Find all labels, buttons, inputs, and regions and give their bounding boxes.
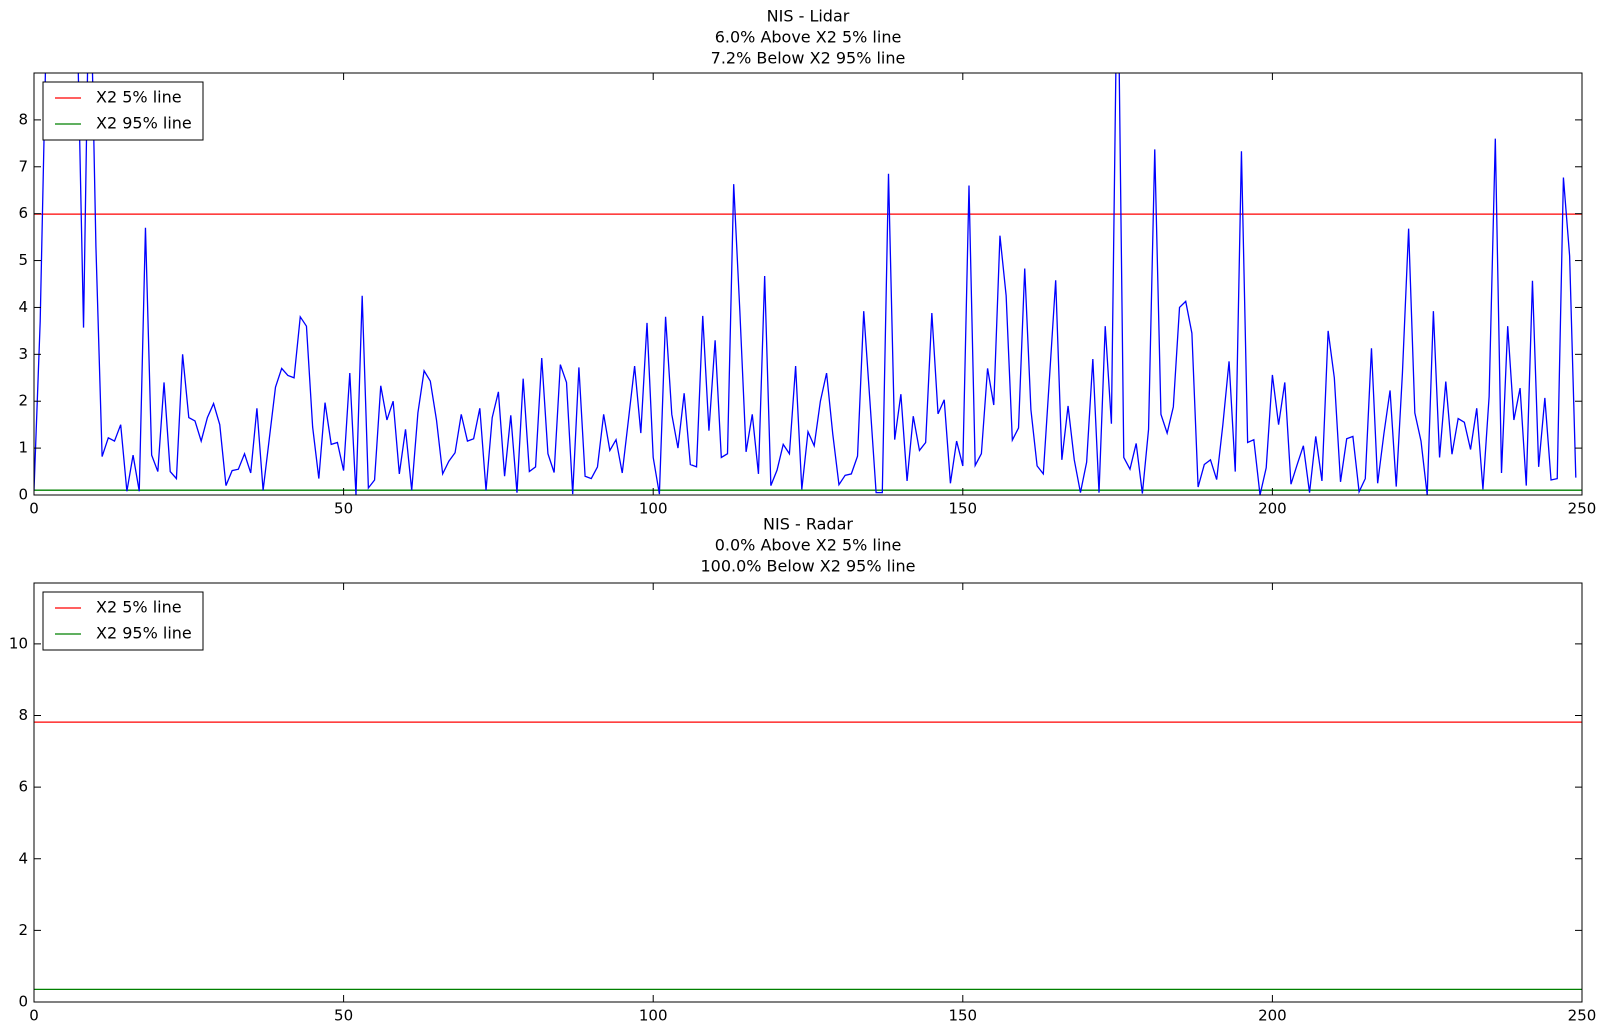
x-tick-label: 200	[1258, 1007, 1287, 1025]
legend-label: X2 5% line	[96, 598, 182, 617]
y-tick-label: 1	[18, 439, 28, 457]
y-tick-label: 8	[18, 110, 28, 128]
legend-label: X2 95% line	[96, 114, 192, 133]
chart-subtitle: 100.0% Below X2 95% line	[700, 557, 915, 576]
subplot: NIS - Radar 0.0% Above X2 5% line 100.0% B…	[9, 515, 1596, 1025]
legend-label: X2 95% line	[96, 624, 192, 643]
x-tick-label: 50	[334, 1007, 353, 1025]
y-tick-label: 4	[18, 849, 28, 867]
y-tick-label: 2	[18, 392, 28, 410]
axes-frame	[33, 72, 1583, 496]
data-line	[34, 73, 1577, 495]
plot-area	[34, 73, 1582, 495]
x-tick-label: 0	[29, 500, 39, 518]
y-tick-label: 6	[18, 778, 28, 796]
axes-frame	[33, 582, 1583, 1003]
legend-label: X2 5% line	[96, 88, 182, 107]
subplot: NIS - Lidar 6.0% Above X2 5% line 7.2% Bel…	[18, 7, 1597, 518]
y-tick-label: 5	[18, 251, 28, 269]
y-tick-label: 0	[18, 993, 28, 1011]
x-tick-label: 0	[29, 1007, 39, 1025]
x-tick-label: 150	[948, 500, 977, 518]
chart-subtitle: 7.2% Below X2 95% line	[711, 49, 906, 68]
x-tick-label: 200	[1258, 500, 1287, 518]
y-tick-label: 3	[18, 345, 28, 363]
y-tick-label: 0	[18, 486, 28, 504]
y-tick-label: 6	[18, 204, 28, 222]
x-tick-label: 100	[639, 500, 668, 518]
chart-title: NIS - Radar	[763, 515, 853, 534]
y-tick-label: 10	[9, 634, 28, 652]
legend-box	[42, 591, 204, 651]
y-tick-label: 4	[18, 298, 28, 316]
y-tick-label: 7	[18, 157, 28, 175]
plot-area	[34, 721, 1582, 991]
chart-subtitle: 0.0% Above X2 5% line	[715, 536, 902, 555]
y-tick-label: 8	[18, 706, 28, 724]
x-tick-label: 250	[1568, 500, 1597, 518]
chart-title: NIS - Lidar	[767, 7, 850, 26]
x-tick-label: 100	[639, 1007, 668, 1025]
legend-box	[42, 81, 204, 141]
chart-subtitle: 6.0% Above X2 5% line	[715, 28, 902, 47]
legend: X2 5% line X2 95% line	[42, 81, 204, 141]
x-tick-label: 50	[334, 500, 353, 518]
y-tick-label: 2	[18, 921, 28, 939]
x-tick-label: 150	[948, 1007, 977, 1025]
x-tick-label: 250	[1568, 1007, 1597, 1025]
legend: X2 5% line X2 95% line	[42, 591, 204, 651]
